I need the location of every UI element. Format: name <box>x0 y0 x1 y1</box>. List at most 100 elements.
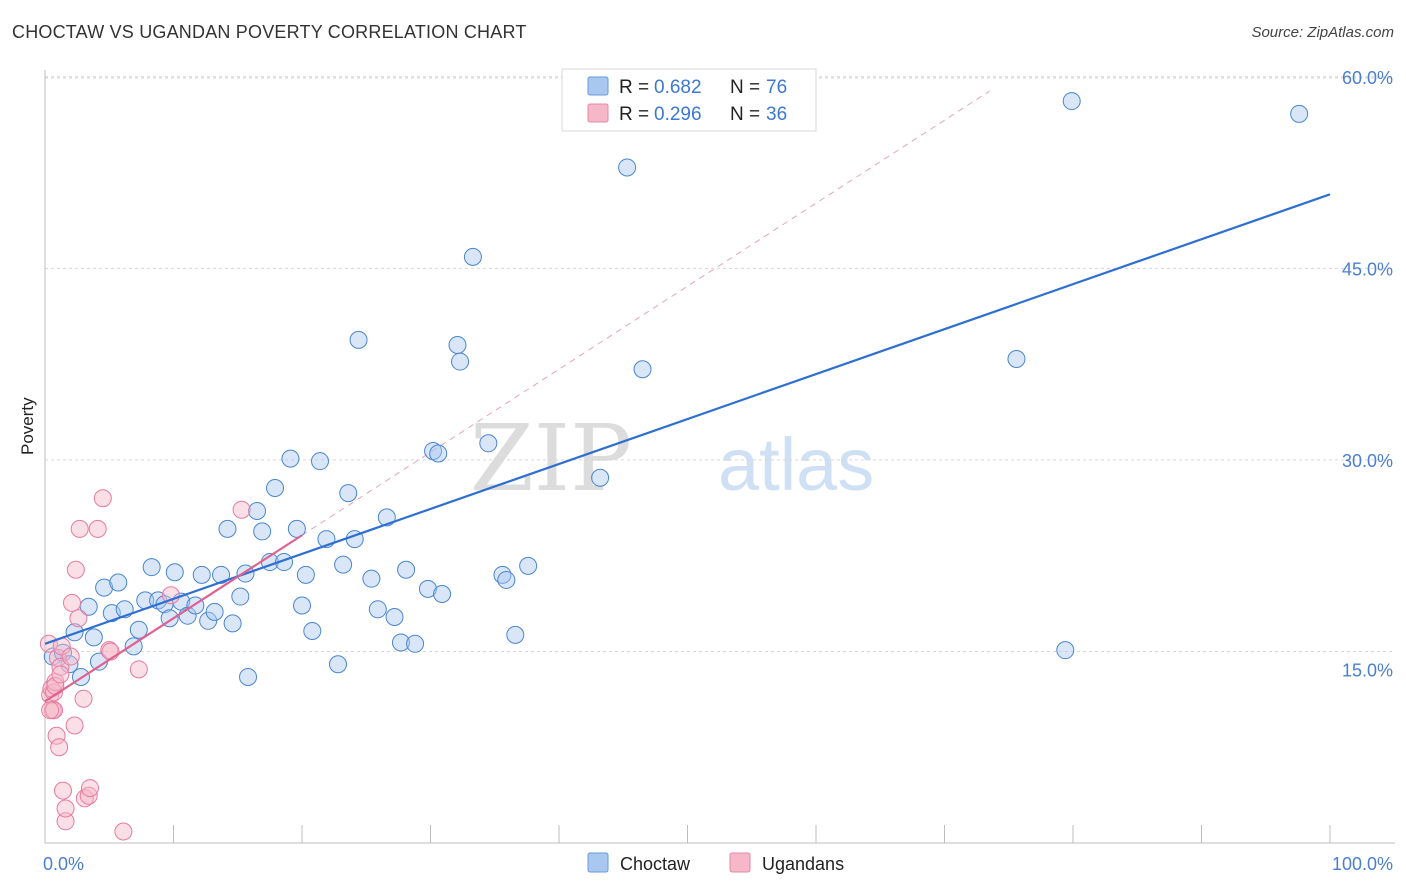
point-ugandans <box>88 519 107 538</box>
point-choctaw <box>303 622 322 641</box>
point-ugandans <box>41 701 60 720</box>
legend-n-label-2: N = <box>730 104 760 125</box>
point-ugandans <box>53 781 72 800</box>
point-ugandans <box>114 822 133 841</box>
point-ugandans <box>232 500 251 519</box>
point-choctaw <box>519 556 538 575</box>
point-choctaw <box>391 633 410 652</box>
point-ugandans <box>50 738 69 757</box>
point-choctaw <box>223 614 242 633</box>
point-ugandans <box>70 519 89 538</box>
point-choctaw <box>497 570 516 589</box>
point-choctaw <box>339 484 358 503</box>
point-choctaw <box>142 558 161 577</box>
legend-series: Choctaw Ugandans <box>587 852 844 874</box>
source-label: Source: ZipAtlas.com <box>1251 24 1394 41</box>
x-tick-label: 100.0% <box>1332 854 1393 874</box>
point-choctaw <box>310 452 329 471</box>
point-choctaw <box>429 444 448 463</box>
legend-bottom-swatch-ugandans <box>729 852 751 873</box>
point-choctaw <box>397 560 416 579</box>
point-choctaw <box>218 519 237 538</box>
legend-r-value-2: 0.296 <box>654 104 702 125</box>
point-choctaw <box>281 449 300 468</box>
legend-bottom-label-choctaw: Choctaw <box>620 854 691 874</box>
point-ugandans <box>80 779 99 798</box>
point-ugandans <box>66 560 85 579</box>
point-ugandans <box>129 660 148 679</box>
point-choctaw <box>296 565 315 584</box>
point-choctaw <box>633 360 652 379</box>
point-choctaw <box>506 625 525 644</box>
point-ugandans <box>56 812 75 831</box>
legend-r-value-1: 0.682 <box>654 77 702 98</box>
legend-n-value-1: 76 <box>766 77 787 98</box>
data-points <box>39 92 1309 841</box>
point-choctaw <box>79 597 98 616</box>
trend-lines <box>44 193 1331 703</box>
y-tick-label: 45.0% <box>1342 259 1393 279</box>
x-tick-label: 0.0% <box>43 854 84 874</box>
legend-r-label-1: R = <box>619 77 649 98</box>
point-choctaw <box>1062 92 1081 111</box>
point-ugandans <box>79 786 98 805</box>
point-choctaw <box>205 602 224 621</box>
point-choctaw <box>192 565 211 584</box>
point-choctaw <box>433 584 452 603</box>
point-choctaw <box>199 611 218 630</box>
point-choctaw <box>618 158 637 177</box>
y-tick-label: 60.0% <box>1342 68 1393 88</box>
point-choctaw <box>1290 104 1309 123</box>
legend-stats: R = 0.682 N = 76 R = 0.296 N = 36 <box>561 68 817 132</box>
legend-r-label-2: R = <box>619 104 649 125</box>
trend-extension-ugandans <box>301 90 990 536</box>
chart-title: CHOCTAW VS UGANDAN POVERTY CORRELATION C… <box>12 22 527 42</box>
point-ugandans <box>56 799 75 818</box>
point-choctaw <box>165 563 184 582</box>
point-choctaw <box>349 330 368 349</box>
point-choctaw <box>362 569 381 588</box>
trend-line-choctaw <box>44 193 1331 645</box>
point-choctaw <box>253 522 272 541</box>
point-ugandans <box>44 701 63 720</box>
point-ugandans <box>93 489 112 508</box>
point-choctaw <box>287 519 306 538</box>
watermark-atlas: atlas <box>718 423 874 506</box>
y-tick-label: 15.0% <box>1342 660 1393 680</box>
point-ugandans <box>65 716 84 735</box>
point-ugandans <box>74 689 93 708</box>
trend-extension <box>301 90 990 536</box>
point-choctaw <box>591 468 610 487</box>
watermark-zip: ZIP <box>470 405 632 512</box>
point-choctaw <box>293 596 311 615</box>
point-choctaw <box>84 628 103 647</box>
point-choctaw <box>95 578 114 597</box>
point-choctaw <box>406 634 425 653</box>
point-choctaw <box>463 247 482 266</box>
point-ugandans <box>61 647 80 666</box>
point-choctaw <box>479 434 498 453</box>
point-choctaw <box>266 478 285 497</box>
point-choctaw <box>418 579 437 598</box>
trend-line-ugandans <box>44 534 303 703</box>
point-ugandans <box>161 586 180 605</box>
legend-swatch-ugandans <box>587 103 609 123</box>
legend-swatch-choctaw <box>587 76 609 96</box>
legend-bottom-label-ugandans: Ugandans <box>762 854 844 874</box>
point-choctaw <box>424 441 443 460</box>
y-tick-label: 30.0% <box>1342 451 1393 471</box>
point-choctaw <box>129 620 148 639</box>
point-ugandans <box>62 593 81 612</box>
point-choctaw <box>328 655 347 674</box>
point-choctaw <box>239 667 258 686</box>
point-ugandans <box>51 665 70 684</box>
point-choctaw <box>109 573 128 592</box>
point-choctaw <box>1007 350 1026 369</box>
point-choctaw <box>334 555 353 574</box>
point-choctaw <box>368 600 387 619</box>
point-choctaw <box>231 587 250 606</box>
point-ugandans <box>47 726 66 745</box>
legend-bottom-swatch-choctaw <box>587 852 609 873</box>
point-choctaw <box>248 501 267 520</box>
